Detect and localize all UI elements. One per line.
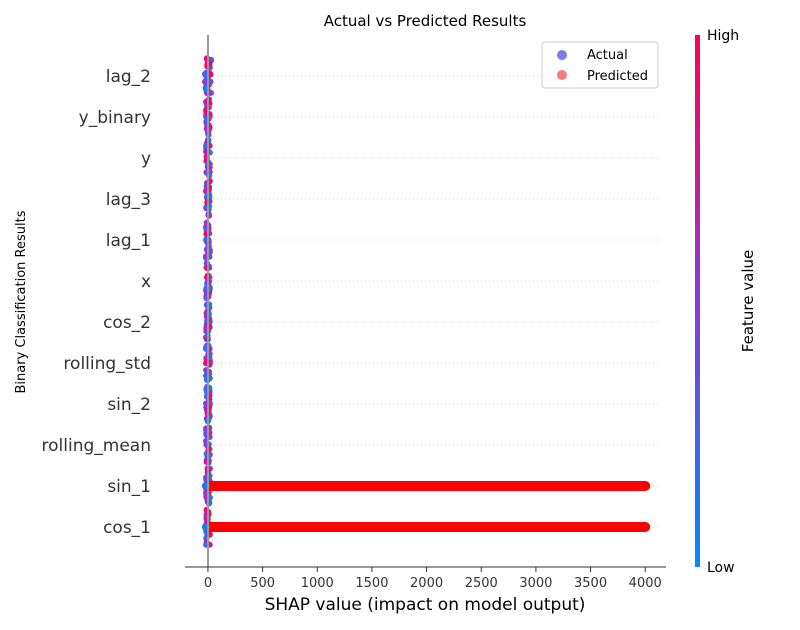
x-tick-label: 2000 xyxy=(410,576,443,591)
chart-title: Actual vs Predicted Results xyxy=(324,12,527,30)
colorbar: High Low Feature value xyxy=(695,28,757,576)
colorbar-high-label: High xyxy=(707,28,739,44)
feature-label-lag_3: lag_3 xyxy=(106,190,151,210)
feature-label-rolling_std: rolling_std xyxy=(63,354,151,374)
feature-label-lag_1: lag_1 xyxy=(106,231,151,251)
x-axis-label: SHAP value (impact on model output) xyxy=(265,595,586,615)
x-tick-label: 1000 xyxy=(301,576,334,591)
x-tick-label: 2500 xyxy=(465,576,498,591)
x-tick-label: 4000 xyxy=(629,576,662,591)
feature-label-cos_1: cos_1 xyxy=(103,518,151,538)
dot-y xyxy=(203,148,210,155)
x-tick-label: 0 xyxy=(204,576,212,591)
feature-label-lag_2: lag_2 xyxy=(106,67,151,87)
feature-label-y: y xyxy=(141,149,151,169)
feature-label-cos_2: cos_2 xyxy=(103,313,151,333)
feature-label-y_binary: y_binary xyxy=(79,108,151,128)
colorbar-low-label: Low xyxy=(707,560,735,576)
y-axis-label: Binary Classification Results xyxy=(14,210,29,393)
x-tick-label: 1500 xyxy=(355,576,388,591)
feature-label-rolling_mean: rolling_mean xyxy=(42,436,151,456)
feature-label-sin_2: sin_2 xyxy=(107,395,151,415)
gridlines xyxy=(205,75,661,528)
legend-box xyxy=(541,41,659,89)
dot-lag_2 xyxy=(203,55,210,62)
dot-lag_2 xyxy=(207,89,214,96)
x-tick-label: 3500 xyxy=(574,576,607,591)
dot-lag_2 xyxy=(207,78,214,85)
colorbar-gradient xyxy=(695,35,700,567)
dot-lag_2 xyxy=(202,71,209,78)
feature-label-sin_1: sin_1 xyxy=(107,477,151,497)
colorbar-title: Feature value xyxy=(739,250,757,352)
data-points xyxy=(201,55,651,548)
x-tick-label: 500 xyxy=(250,576,275,591)
legend: Actual Predicted xyxy=(541,41,659,89)
x-ticks: 0 500 1000 1500 2000 2500 3000 3500 4000 xyxy=(204,567,662,591)
legend-label-predicted: Predicted xyxy=(587,69,648,84)
dot-lag_2 xyxy=(207,71,214,78)
legend-label-actual: Actual xyxy=(587,48,628,63)
x-tick-label: 3000 xyxy=(519,576,552,591)
feature-label-x: x xyxy=(141,272,151,292)
legend-marker-actual xyxy=(557,50,567,60)
legend-marker-predicted xyxy=(557,70,567,80)
